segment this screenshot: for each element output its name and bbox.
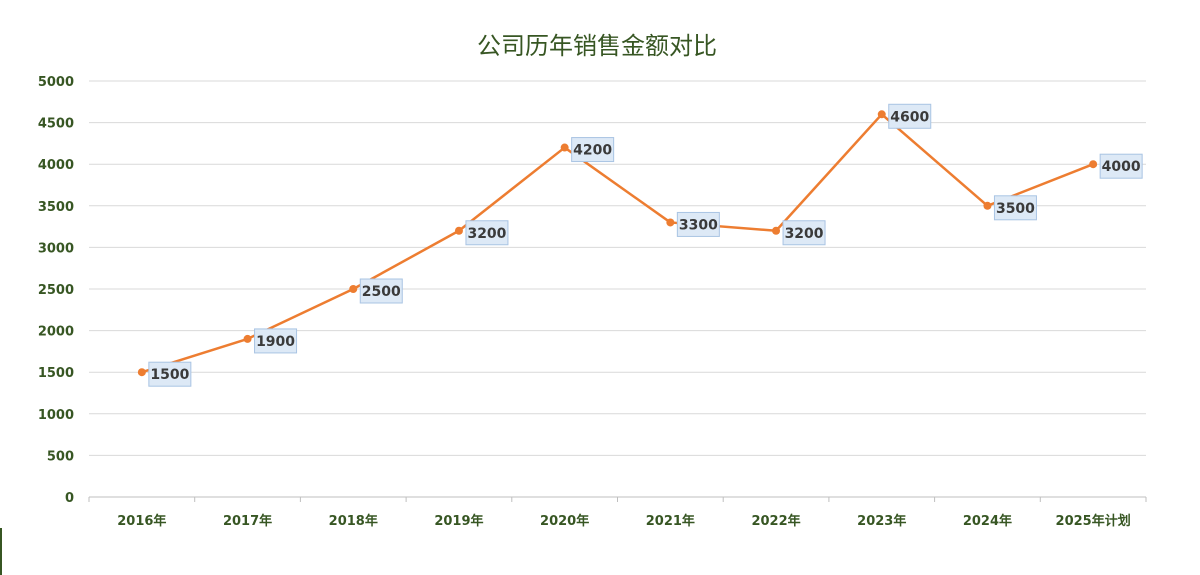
data-point [877, 110, 886, 119]
data-label: 3500 [993, 195, 1037, 221]
data-label: 3300 [676, 211, 720, 237]
data-label-text: 3300 [679, 217, 718, 233]
y-tick-label: 4500 [38, 117, 74, 132]
data-points [137, 110, 1098, 377]
data-point [454, 226, 463, 235]
gridlines [88, 80, 1147, 502]
data-label: 3200 [465, 220, 509, 246]
data-label-text: 1500 [150, 367, 189, 383]
data-label-text: 4200 [573, 143, 612, 159]
x-tick-label: 2020年 [540, 513, 589, 529]
data-label-box [676, 211, 720, 237]
data-label-box [148, 361, 192, 387]
data-point [349, 285, 358, 293]
x-axis-ticks: 2016年 2017年 2018年 2019年 2020年 2021年 2022年 2023年… [117, 513, 1130, 529]
y-tick-label: 3000 [38, 241, 74, 256]
data-label-text: 4000 [1102, 159, 1141, 175]
data-label: 1500 [148, 361, 192, 387]
data-point [666, 218, 675, 227]
data-point [243, 334, 252, 343]
y-tick-label: 2500 [38, 283, 74, 298]
y-tick-label: 3500 [38, 200, 74, 215]
left-edge-accent [0, 528, 2, 575]
data-label-box [359, 278, 403, 304]
data-label-box [993, 195, 1037, 221]
data-labels: 1500 1900 2500 3200 4200 3300 3200 4600 3500 4000 [148, 103, 1143, 387]
data-label: 4200 [571, 137, 615, 163]
data-point [772, 226, 781, 235]
y-axis-ticks: 0 500 1000 1500 2000 2500 3000 3500 4000 4500 5000 [38, 75, 74, 506]
x-tick-label: 2021年 [646, 513, 695, 529]
y-tick-label: 5000 [38, 75, 74, 90]
x-tick-label: 2025年计划 [1056, 513, 1131, 529]
x-tick-label: 2024年 [963, 513, 1012, 529]
data-point [560, 143, 569, 152]
y-tick-label: 500 [47, 449, 74, 464]
chart-title: 公司历年销售金额对比 [477, 32, 717, 60]
data-label-box [1099, 153, 1143, 179]
x-tick-label: 2019年 [434, 513, 483, 529]
x-tick-label: 2022年 [751, 513, 800, 529]
data-label-text: 3500 [996, 201, 1035, 217]
y-tick-label: 1500 [38, 366, 74, 381]
data-label: 1900 [254, 328, 298, 354]
data-label: 4600 [888, 103, 932, 129]
data-label-box [782, 220, 826, 246]
data-label-box [888, 103, 932, 129]
y-tick-label: 1000 [38, 408, 74, 423]
data-label: 3200 [782, 220, 826, 246]
x-tick-label: 2016年 [117, 513, 166, 529]
data-label: 2500 [359, 278, 403, 304]
data-point [1089, 160, 1098, 169]
data-label-box [465, 220, 509, 246]
y-tick-label: 2000 [38, 325, 74, 340]
data-label-text: 2500 [362, 284, 401, 300]
data-point [137, 368, 146, 377]
data-label: 4000 [1099, 153, 1143, 179]
data-label-text: 3200 [785, 226, 824, 242]
x-tick-label: 2023年 [857, 513, 906, 529]
data-point [983, 201, 992, 210]
y-tick-label: 4000 [38, 158, 74, 173]
data-label-text: 3200 [467, 226, 506, 242]
series-line [141, 113, 1094, 374]
series-line-layer [141, 113, 1094, 374]
data-label-text: 1900 [256, 334, 295, 350]
y-tick-label: 0 [65, 491, 74, 506]
data-label-box [571, 137, 615, 163]
x-tick-label: 2017年 [223, 513, 272, 529]
data-label-box [254, 328, 298, 354]
data-label-text: 4600 [890, 109, 929, 125]
x-tick-label: 2018年 [329, 513, 378, 529]
